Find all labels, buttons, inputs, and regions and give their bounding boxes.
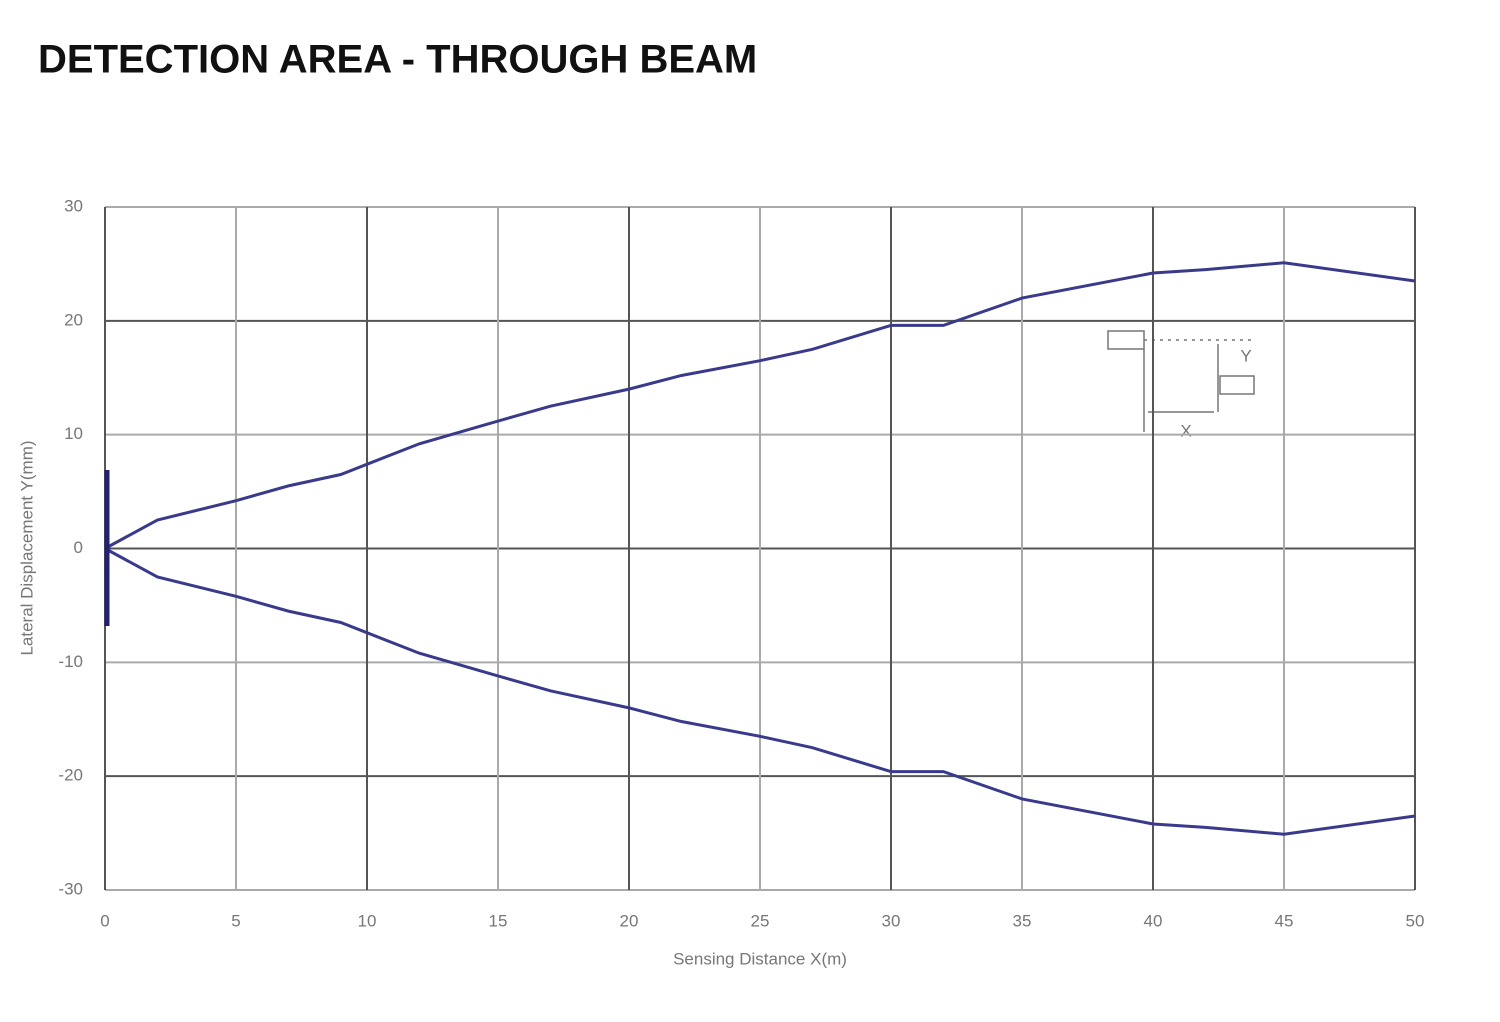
y-tick-label: 20 xyxy=(64,310,83,329)
x-tick-label: 35 xyxy=(1013,911,1032,930)
y-tick-label: 30 xyxy=(64,196,83,215)
data-line xyxy=(104,261,1416,550)
inset-x-label: X xyxy=(1180,421,1191,440)
y-tick-label: -10 xyxy=(58,652,83,671)
inset-y-label: Y xyxy=(1240,346,1251,365)
x-tick-label: 20 xyxy=(620,911,639,930)
inset-diagram xyxy=(1107,330,1256,432)
data-line xyxy=(104,547,1416,836)
x-tick-label: 25 xyxy=(751,911,770,930)
inset-receiver xyxy=(1219,375,1255,395)
x-tick-label: 5 xyxy=(231,911,240,930)
chart-title: DETECTION AREA - THROUGH BEAM xyxy=(38,38,757,82)
y-tick-label: -30 xyxy=(58,879,83,898)
y-tick-label: 10 xyxy=(64,424,83,443)
y-axis-label: Lateral Displacement Y(mm) xyxy=(17,440,36,655)
x-axis-label: Sensing Distance X(m) xyxy=(673,949,847,968)
y-tick-label: -20 xyxy=(58,766,83,785)
y-tick-label: 0 xyxy=(74,538,83,557)
x-tick-label: 40 xyxy=(1144,911,1163,930)
x-tick-label: 10 xyxy=(358,911,377,930)
x-tick-label: 0 xyxy=(100,911,109,930)
x-tick-label: 50 xyxy=(1406,911,1425,930)
x-tick-label: 45 xyxy=(1275,911,1294,930)
inset-emitter xyxy=(1107,330,1145,350)
x-tick-label: 30 xyxy=(882,911,901,930)
x-tick-label: 15 xyxy=(489,911,508,930)
